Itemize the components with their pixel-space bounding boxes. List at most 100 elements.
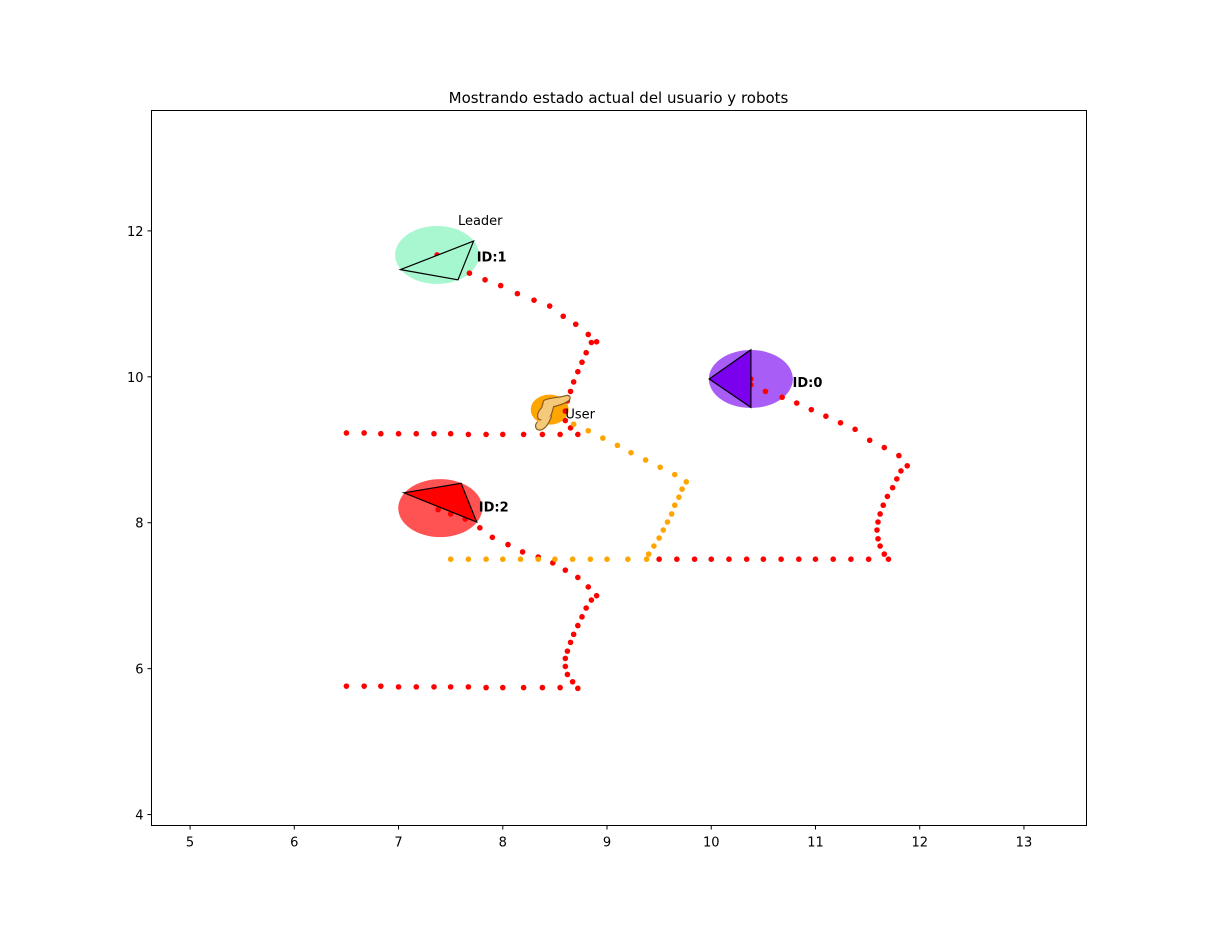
trajectory-point: [668, 511, 675, 517]
robot-2-marker: [401, 482, 478, 524]
trajectory-point: [575, 622, 581, 629]
trajectory-point: [651, 543, 657, 549]
trajectory-point: [691, 556, 698, 562]
trajectory-point: [546, 303, 553, 309]
x-axis: 5 6 7 8 9 10 11 12 13: [186, 825, 1032, 851]
trajectory-point: [575, 574, 581, 581]
trajectory-point: [378, 430, 384, 437]
trajectory-point: [579, 359, 585, 366]
robot-1-marker: [398, 240, 475, 281]
y-tick-label: 8: [135, 517, 143, 532]
trajectory-point: [539, 431, 546, 438]
trajectory-point: [447, 430, 454, 437]
trajectory-point: [499, 431, 506, 438]
trajectory-point: [881, 444, 888, 451]
trajectory-point: [823, 413, 829, 419]
trajectory-point: [600, 435, 606, 441]
x-tick-label: 7: [394, 836, 402, 851]
trajectory-point: [482, 276, 488, 283]
trajectory-point: [517, 556, 524, 562]
trajectory-point: [361, 430, 367, 436]
trajectory-point: [413, 684, 420, 690]
y-tick-label: 6: [135, 663, 143, 678]
trajectory-point: [889, 484, 896, 491]
trajectory-point: [572, 321, 579, 328]
trajectory-point: [676, 494, 682, 500]
trajectory-point: [570, 421, 577, 428]
y-tick-label: 10: [127, 371, 144, 386]
annotation-label: Leader: [458, 214, 503, 229]
trajectory-point: [569, 556, 576, 562]
trajectory-point: [465, 556, 472, 562]
trajectory-point: [881, 551, 888, 557]
trajectory-point: [660, 527, 667, 533]
trajectory-point: [567, 388, 574, 395]
trajectory-point: [877, 511, 883, 517]
trajectory-point: [570, 379, 577, 385]
x-tick-label: 6: [290, 836, 298, 851]
trajectory-point: [562, 655, 569, 662]
trajectory-point: [812, 556, 819, 562]
robot-0-marker: [708, 348, 752, 409]
y-tick-label: 4: [135, 809, 143, 824]
user-hand-icon: [535, 394, 571, 431]
trajectory-point: [489, 534, 496, 541]
trajectory-point: [587, 556, 594, 562]
trajectory-point: [593, 592, 600, 599]
trajectory-point: [435, 506, 441, 513]
trajectory-point: [564, 671, 571, 678]
trajectory-point: [645, 551, 652, 557]
trajectory-point: [779, 394, 785, 401]
trajectory-point: [497, 282, 504, 289]
x-tick-label: 9: [603, 836, 611, 851]
trajectory-point: [884, 493, 891, 500]
annotation-label: ID:2: [479, 501, 509, 516]
trajectory-point: [583, 605, 589, 611]
trajectory-point: [583, 349, 589, 356]
trajectory-point: [898, 468, 904, 474]
trajectory-point: [848, 556, 854, 562]
trajectory-point: [567, 425, 574, 431]
trajectory-point: [557, 684, 563, 691]
trajectory-point: [562, 663, 569, 670]
trajectory-point: [562, 417, 569, 424]
annotation-label: User: [565, 407, 595, 422]
trajectory-point: [465, 431, 472, 438]
trajectory-point: [585, 331, 592, 338]
trajectory-point: [885, 556, 892, 562]
x-tick-label: 12: [911, 836, 928, 851]
trajectory-point: [865, 556, 872, 562]
trajectory-point: [378, 683, 384, 689]
trajectory-point: [483, 556, 489, 562]
annotation-label: ID:0: [793, 376, 823, 391]
trajectory-point: [465, 684, 472, 690]
trajectory-point: [875, 535, 881, 542]
trajectory-point: [657, 464, 663, 471]
trajectory-point: [604, 556, 610, 562]
trajectory-point: [588, 339, 595, 346]
trajectory-point: [361, 683, 367, 689]
trajectory-point: [570, 631, 577, 638]
trajectory-point: [664, 519, 671, 525]
trajectory-point: [642, 457, 649, 463]
trajectory-point: [395, 430, 402, 437]
trajectory-point: [520, 684, 527, 691]
trajectory-point: [575, 685, 581, 692]
trajectory-point: [877, 543, 883, 549]
x-tick-label: 5: [186, 836, 194, 851]
trajectory-point: [483, 684, 489, 691]
trajectory-point: [796, 556, 802, 562]
trajectory-point: [520, 431, 527, 438]
trajectory-point: [564, 648, 571, 654]
trajectory-point: [395, 684, 402, 690]
trajectory-point: [447, 556, 454, 562]
trajectory-point: [743, 556, 750, 562]
trajectory-point: [875, 519, 881, 525]
trajectory-point: [483, 431, 489, 438]
trajectory-point: [558, 414, 564, 420]
trajectory-point: [466, 270, 473, 276]
trajectory-point: [708, 556, 715, 562]
y-axis: 4 6 8 10 12: [127, 225, 152, 824]
trajectory-point: [683, 479, 690, 485]
